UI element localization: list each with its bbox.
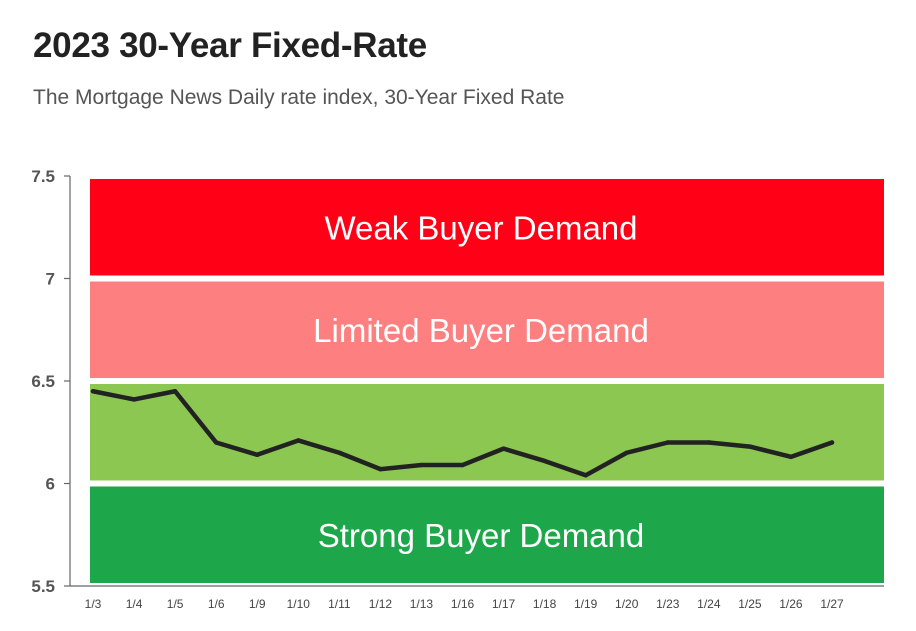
- data-point-3: [213, 440, 219, 445]
- x-tick-label-8: 1/13: [410, 597, 434, 611]
- band-label-0: Weak Buyer Demand: [324, 209, 637, 246]
- data-point-9: [460, 462, 465, 468]
- x-tick-label-1: 1/4: [126, 597, 143, 611]
- x-tick-label-5: 1/10: [287, 597, 311, 611]
- x-tick-label-3: 1/6: [208, 597, 225, 611]
- x-tick-label-14: 1/23: [656, 597, 680, 611]
- data-point-10: [501, 446, 506, 451]
- data-point-11: [542, 458, 547, 464]
- x-tick-label-9: 1/16: [451, 597, 475, 611]
- chart-subtitle: The Mortgage News Daily rate index, 30-Y…: [33, 86, 565, 109]
- x-tick-label-11: 1/18: [533, 597, 557, 611]
- band-label-3: Strong Buyer Demand: [318, 517, 645, 554]
- data-point-2: [172, 389, 178, 394]
- x-tick-label-16: 1/25: [738, 597, 762, 611]
- data-point-14: [665, 440, 670, 445]
- data-point-1: [131, 397, 137, 402]
- band-1: [90, 281, 884, 378]
- data-point-0: [90, 389, 96, 394]
- data-point-8: [419, 462, 424, 468]
- data-point-6: [337, 450, 342, 455]
- band-3: [90, 486, 884, 583]
- y-tick-label-2: 6.5: [31, 372, 55, 391]
- data-point-16: [747, 444, 753, 449]
- x-tick-label-13: 1/20: [615, 597, 639, 611]
- x-tick-label-18: 1/27: [820, 597, 844, 611]
- x-tick-label-15: 1/24: [697, 597, 721, 611]
- data-point-15: [706, 440, 712, 445]
- x-tick-label-2: 1/5: [167, 597, 184, 611]
- data-point-13: [624, 450, 629, 455]
- x-tick-label-0: 1/3: [85, 597, 102, 611]
- band-label-1: Limited Buyer Demand: [313, 312, 649, 349]
- y-tick-label-1: 6: [46, 475, 55, 494]
- chart-title: 2023 30-Year Fixed-Rate: [33, 26, 427, 65]
- x-tick-label-10: 1/17: [492, 597, 516, 611]
- x-tick-label-7: 1/12: [369, 597, 393, 611]
- y-tick-label-3: 7: [46, 270, 55, 289]
- x-tick-label-6: 1/11: [328, 597, 351, 611]
- data-point-4: [255, 452, 260, 457]
- y-tick-label-0: 5.5: [31, 577, 55, 596]
- y-tick-label-4: 7.5: [31, 167, 55, 186]
- x-tick-label-12: 1/19: [574, 597, 598, 611]
- x-tick-label-4: 1/9: [249, 597, 266, 611]
- band-2: [90, 384, 884, 481]
- x-tick-label-17: 1/26: [779, 597, 803, 611]
- data-point-18: [829, 440, 835, 445]
- data-point-7: [378, 466, 383, 472]
- data-point-5: [296, 438, 301, 443]
- band-0: [90, 179, 884, 276]
- data-point-17: [788, 454, 794, 460]
- data-point-12: [583, 473, 588, 478]
